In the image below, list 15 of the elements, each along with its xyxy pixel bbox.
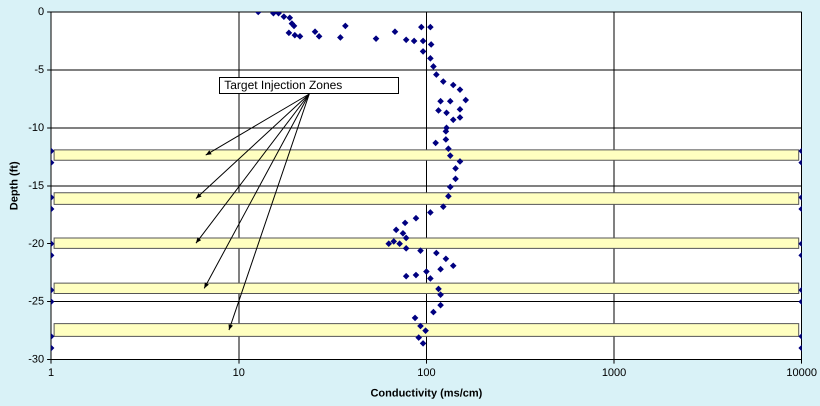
- x-tick-label: 100: [417, 367, 436, 380]
- x-tick-label: 1000: [602, 367, 626, 380]
- y-axis-title: Depth (ft): [8, 161, 21, 210]
- x-tick-label: 1: [48, 367, 54, 380]
- y-tick-label: -15: [28, 180, 44, 192]
- y-tick-label: -20: [28, 238, 44, 250]
- callout-box: Target Injection Zones: [219, 77, 400, 94]
- x-tick-label: 10000: [786, 367, 818, 380]
- x-axis-title: Conductivity (ms/cm): [370, 387, 483, 400]
- y-tick-label: -30: [28, 354, 44, 366]
- y-tick-label: 0: [38, 6, 44, 18]
- x-tick-label: 10: [232, 367, 245, 380]
- y-tick-label: -10: [28, 122, 44, 134]
- y-tick-label: -5: [34, 64, 44, 76]
- y-tick-label: -25: [28, 296, 44, 308]
